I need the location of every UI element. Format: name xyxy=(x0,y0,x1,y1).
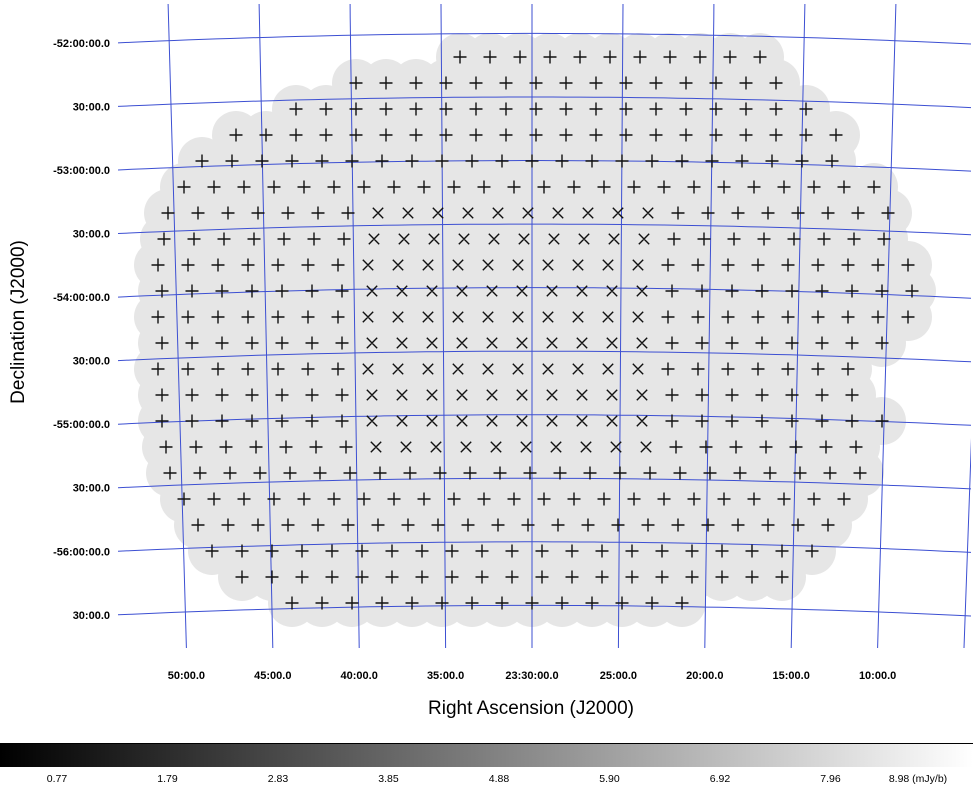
x-axis-title: Right Ascension (J2000) xyxy=(428,698,634,719)
colorbar-tick-label: 8.98 (mJy/b) xyxy=(889,773,947,785)
axis-tick-labels: -52:00:00.0 30:00.0 -53:00:00.0 30:00.0 -54:… xyxy=(53,38,896,682)
pointing-markers xyxy=(151,50,919,610)
colorbar-tick-label: 2.83 xyxy=(268,773,289,785)
dec-tick-label: 30:00.0 xyxy=(73,356,110,368)
colorbar-tick-label: 6.92 xyxy=(710,773,731,785)
ra-tick-label: 25:00.0 xyxy=(600,670,637,682)
ra-tick-label: 15:00.0 xyxy=(773,670,810,682)
colorbar-tick-label: 4.88 xyxy=(489,773,510,785)
grid-line-ra xyxy=(167,4,187,648)
colorbar-tick-label: 0.77 xyxy=(47,773,68,785)
dec-tick-label: -53:00:00.0 xyxy=(53,165,110,177)
ra-tick-label: 45:00.0 xyxy=(254,670,291,682)
colorbar-tick-labels: 0.77 1.79 2.83 3.85 4.88 5.90 6.92 7.96 8.98 (mJ… xyxy=(47,773,947,785)
grid-line-dec xyxy=(118,477,971,490)
colorbar: 0.77 1.79 2.83 3.85 4.88 5.90 6.92 7.96 8.98 (mJ… xyxy=(0,743,973,785)
y-axis-title: Declination (J2000) xyxy=(8,240,29,404)
dec-tick-label: -52:00:00.0 xyxy=(53,38,110,50)
grid-line-dec xyxy=(118,287,971,299)
ra-tick-label: 40:00.0 xyxy=(341,670,378,682)
grid-line-ra xyxy=(877,4,897,648)
dec-tick-label: -54:00:00.0 xyxy=(53,292,110,304)
colorbar-tick-label: 5.90 xyxy=(599,773,620,785)
colorbar-tick-label: 3.85 xyxy=(378,773,399,785)
dec-tick-label: 30:00.0 xyxy=(73,483,110,495)
grid-line-ra xyxy=(258,4,274,648)
grid-line-dec xyxy=(118,32,971,45)
pointing-marker-plus xyxy=(151,50,919,610)
grid-line-ra xyxy=(704,4,715,648)
dec-tick-label: 30:00.0 xyxy=(73,610,110,622)
grid-line-dec xyxy=(118,223,971,236)
coordinate-grid xyxy=(118,4,971,648)
grid-line-ra xyxy=(963,437,971,648)
grid-line-dec xyxy=(118,604,971,617)
dec-tick-label: -56:00:00.0 xyxy=(53,546,110,558)
ra-tick-label: 23:30:00.0 xyxy=(505,670,558,682)
pointing-marker-cross xyxy=(362,207,654,453)
grid-line-dec xyxy=(118,350,971,363)
colorbar-tick-label: 1.79 xyxy=(157,773,178,785)
grid-line-ra xyxy=(440,4,447,648)
colorbar-gradient xyxy=(0,744,973,767)
grid-line-ra xyxy=(349,4,360,648)
ra-tick-label: 35:00.0 xyxy=(427,670,464,682)
grid-line-dec xyxy=(118,160,971,172)
colorbar-tick-label: 7.96 xyxy=(820,773,841,785)
grid-line-dec xyxy=(118,541,971,553)
ra-tick-label: 50:00.0 xyxy=(168,670,205,682)
grid-line-ra xyxy=(617,4,624,648)
dec-tick-label: -55:00:00.0 xyxy=(53,419,110,431)
ra-tick-label: 10:00.0 xyxy=(859,670,896,682)
mosaic-footprint xyxy=(134,33,936,627)
grid-line-dec xyxy=(118,96,971,109)
dec-tick-label: 30:00.0 xyxy=(73,229,110,241)
ra-tick-label: 20:00.0 xyxy=(686,670,723,682)
grid-line-dec xyxy=(118,414,971,426)
grid-line-ra xyxy=(790,4,806,648)
dec-tick-label: 30:00.0 xyxy=(73,101,110,113)
